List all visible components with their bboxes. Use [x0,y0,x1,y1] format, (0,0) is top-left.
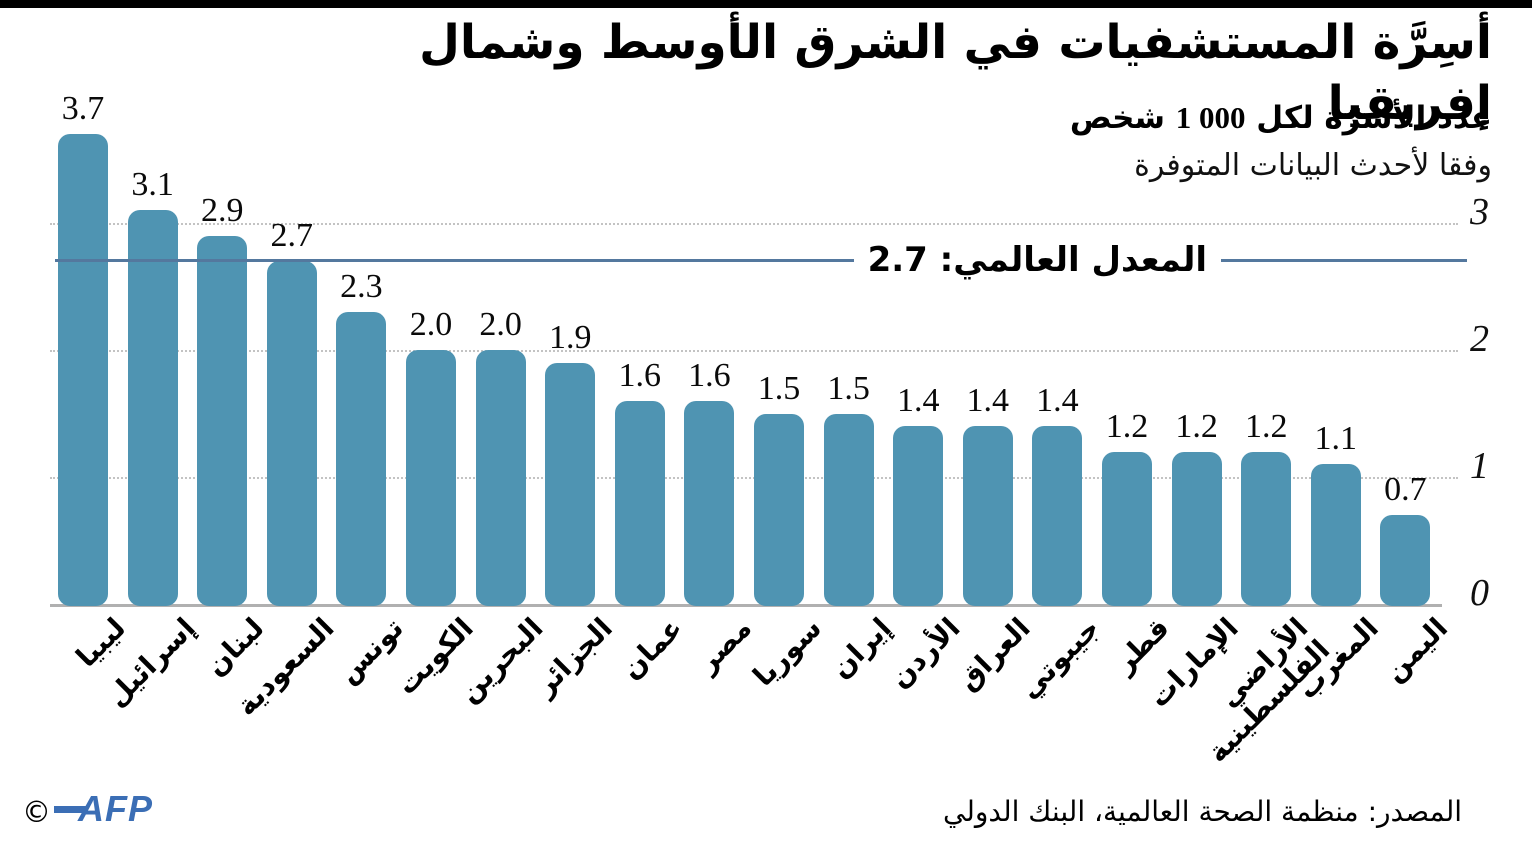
afp-logo-dash [54,806,88,813]
source-credit: المصدر: منظمة الصحة العالمية، البنك الدو… [943,795,1462,828]
bar-الإمارات [1171,451,1222,606]
x-axis-baseline [50,604,1442,607]
bar-المغرب [1310,464,1361,606]
chart-subtitle-units: عدد الأسرّة لكل 1 000 شخص [1070,100,1492,136]
bar-value-label: 1.6 [618,356,662,394]
bar-مصر [684,400,735,606]
bar-جيبوتي [1032,426,1083,606]
bar-value-label: 1.1 [1314,420,1358,458]
chart-title: أسِرَّة المستشفيات في الشرق الأوسط وشمال… [419,15,1493,132]
x-axis-label: ليبيا [69,611,132,674]
gridline-2 [50,350,1458,352]
y-axis-tick-2: 2 [1470,318,1489,360]
bar-قطر [1102,451,1152,606]
bar-اليمن [1380,515,1431,606]
reference-line-left-segment [55,258,854,262]
reference-line-label: المعدل العالمي: 2.7 [867,240,1207,280]
subtitle-number: 1 000 [1175,100,1246,135]
copyright-symbol: © [22,795,51,829]
bar-value-label: 1.5 [757,369,801,407]
afp-logo-text: AFP [77,788,153,829]
bar-value-label: 1.2 [1244,407,1288,445]
x-axis-label: عمان [613,611,689,686]
x-axis-label: الأردن [883,611,967,695]
subtitle-prefix: عدد الأسرّة لكل [1256,100,1492,136]
bar-تونس [336,311,387,606]
bar-value-label: 3.1 [131,166,174,204]
bar-البحرين [475,350,526,606]
bar-value-label: 1.6 [688,356,731,394]
afp-logo: AFP [54,788,153,829]
x-axis-label: اليمن [1377,611,1455,689]
y-axis-tick-1: 1 [1470,445,1489,487]
bar-عمان [614,400,665,606]
bar-الجزائر [545,362,596,606]
bar-value-label: 2.0 [479,306,522,343]
top-black-bar [0,0,1532,8]
bar-إيران [823,413,874,606]
global-average-reference-line: المعدل العالمي: 2.7 [55,237,1467,283]
y-axis-tick-0: 0 [1470,572,1489,614]
bar-value-label: 3.7 [61,90,105,128]
x-axis-label: سوريا [746,611,828,693]
bar-value-label: 1.2 [1175,407,1218,445]
bar-السعودية [266,261,317,606]
chart-note: وفقا لأحدث البيانات المتوفرة [1134,148,1492,183]
bar-value-label: 2.3 [340,267,383,305]
bar-الكويت [406,350,456,606]
bar-value-label: 1.9 [548,318,592,356]
bar-ليبيا [58,134,108,606]
bar-value-label: 1.4 [1036,382,1079,420]
bar-العراق [962,426,1013,606]
bar-value-label: 0.7 [1384,471,1427,509]
bar-إسرائيل [127,210,178,606]
bar-value-label: 1.4 [896,382,940,420]
subtitle-suffix: شخص [1069,100,1165,136]
bar-لبنان [197,235,248,606]
bar-الأردن [893,426,944,606]
bar-value-label: 2.0 [409,306,453,343]
bar-value-label: 1.5 [827,369,870,407]
bar-value-label: 1.4 [966,382,1010,420]
x-axis-label: الجزائر [528,611,619,702]
bar-value-label: 2.9 [200,191,244,229]
bar-value-label: 1.2 [1105,407,1149,445]
y-axis-tick-3: 3 [1470,191,1489,233]
bar-الأراضي الفلسطينية [1241,451,1292,606]
reference-line-right-segment [1221,258,1467,262]
bar-value-label: 2.7 [270,217,314,255]
bar-سوريا [754,413,804,606]
gridline-3 [50,223,1458,225]
